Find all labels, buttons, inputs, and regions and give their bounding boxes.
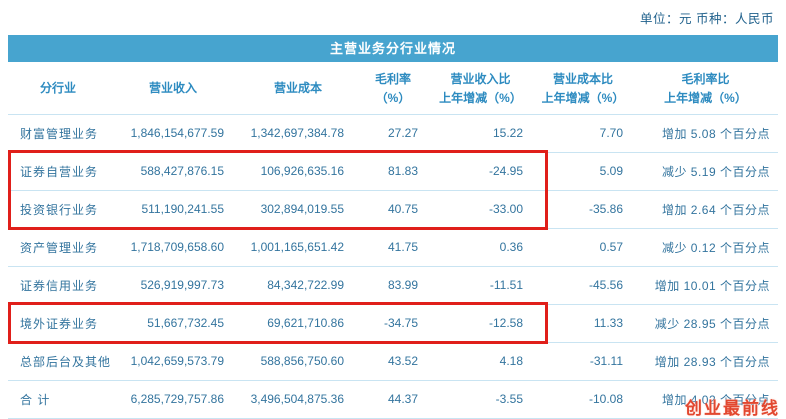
column-header: 营业成本比上年增减（%） <box>533 62 633 115</box>
cell-industry: 投资银行业务 <box>8 190 108 229</box>
cell-revenue: 51,667,732.45 <box>108 304 238 343</box>
table-row: 境外证券业务 51,667,732.45 69,621,710.86 -34.75 -1… <box>8 304 778 343</box>
cell-margin_change: 增加 5.08 个百分点 <box>633 114 778 153</box>
cell-margin_change: 减少 5.19 个百分点 <box>633 152 778 191</box>
column-header-label: 营业成本比 <box>552 71 613 86</box>
cell-revenue: 526,919,997.73 <box>108 266 238 305</box>
cell-margin: 27.27 <box>358 114 428 153</box>
cell-margin_change: 减少 28.95 个百分点 <box>633 304 778 343</box>
cell-cost_change: 0.57 <box>533 228 633 267</box>
table-row: 资产管理业务 1,718,709,658.60 1,001,165,651.42 41… <box>8 228 778 267</box>
cell-revenue: 588,427,876.15 <box>108 152 238 191</box>
cell-cost: 1,001,165,651.42 <box>238 228 358 267</box>
cell-cost: 1,342,697,384.78 <box>238 114 358 153</box>
cell-rev_change: 15.22 <box>428 114 533 153</box>
cell-rev_change: -12.58 <box>428 304 533 343</box>
column-header-label2: （%） <box>375 90 411 105</box>
cell-cost_change: 7.70 <box>533 114 633 153</box>
column-header-label2: 上年增减（%） <box>541 90 625 105</box>
cell-cost: 69,621,710.86 <box>238 304 358 343</box>
cell-rev_change: 4.18 <box>428 342 533 381</box>
column-header: 营业收入比上年增减（%） <box>428 62 533 115</box>
table-title: 主营业务分行业情况 <box>8 35 778 62</box>
cell-margin_change: 减少 0.12 个百分点 <box>633 228 778 267</box>
cell-cost: 3,496,504,875.36 <box>238 380 358 419</box>
cell-margin_change: 增加 10.01 个百分点 <box>633 266 778 305</box>
table-row: 投资银行业务 511,190,241.55 302,894,019.55 40.75-… <box>8 190 778 229</box>
column-header-label2: 上年增减（%） <box>439 90 522 105</box>
cell-margin: 40.75 <box>358 190 428 229</box>
cell-rev_change: -24.95 <box>428 152 533 191</box>
column-header: 分行业 <box>8 62 108 115</box>
cell-cost_change: -45.56 <box>533 266 633 305</box>
column-header-label: 毛利率 <box>374 71 411 86</box>
table-row: 财富管理业务 1,846,154,677.59 1,342,697,384.78 27… <box>8 114 778 153</box>
column-header-label: 营业收入 <box>148 81 197 96</box>
cell-rev_change: 0.36 <box>428 228 533 267</box>
cell-margin_change: 增加 28.93 个百分点 <box>633 342 778 381</box>
cell-margin: 41.75 <box>358 228 428 267</box>
cell-industry: 证券自营业务 <box>8 152 108 191</box>
cell-margin: 44.37 <box>358 380 428 419</box>
column-header-label: 营业成本 <box>273 81 322 96</box>
table-row: 总部后台及其他 1,042,659,573.79 588,856,750.60 43.… <box>8 342 778 381</box>
column-header: 营业收入 <box>108 62 238 115</box>
table-row: 证券自营业务 588,427,876.15 106,926,635.16 81.83-… <box>8 152 778 191</box>
cell-rev_change: -3.55 <box>428 380 533 419</box>
cell-cost: 106,926,635.16 <box>238 152 358 191</box>
unit-currency-label: 单位：元 币种：人民币 <box>640 8 774 27</box>
cell-revenue: 6,285,729,757.86 <box>108 380 238 419</box>
industry-table: 分行业 营业收入 营业成本 毛利率 （%） 营业收入比 上年增减（%） 营业成本比 上年增减（%… <box>8 62 778 419</box>
cell-margin: 83.99 <box>358 266 428 305</box>
cell-revenue: 1,042,659,573.79 <box>108 342 238 381</box>
unit-label: 单位：元 币种：人民币 <box>640 12 774 26</box>
table-container: 主营业务分行业情况 分行业 营业收入 营业成本 毛利率 （%） 营业收入比 上年增减（%）营… <box>8 35 778 419</box>
column-header-label: 营业收入比 <box>450 71 511 86</box>
table-row: 证券信用业务 526,919,997.73 84,342,722.99 83.99 -1… <box>8 266 778 305</box>
cell-margin_change: 增加 2.64 个百分点 <box>633 190 778 229</box>
cell-industry: 证券信用业务 <box>8 266 108 305</box>
cell-industry: 合 计 <box>8 380 108 419</box>
watermark: 创业最前线 <box>685 399 780 418</box>
cell-industry: 财富管理业务 <box>8 114 108 153</box>
cell-cost: 588,856,750.60 <box>238 342 358 381</box>
cell-cost_change: -35.86 <box>533 190 633 229</box>
cell-industry: 总部后台及其他 <box>8 342 110 381</box>
column-header-label2: 上年增减（%） <box>664 90 747 105</box>
cell-revenue: 511,190,241.55 <box>108 190 238 229</box>
table-header-row: 分行业 营业收入 营业成本 毛利率 （%） 营业收入比 上年增减（%） 营业成本比 上年增减（%… <box>8 62 778 115</box>
column-header-label: 毛利率比 <box>681 71 730 86</box>
cell-cost: 84,342,722.99 <box>238 266 358 305</box>
cell-revenue: 1,718,709,658.60 <box>108 228 238 267</box>
table-row: 合 计 6,285,729,757.86 3,496,504,875.36 44.37… <box>8 380 778 419</box>
column-header-label: 分行业 <box>39 81 76 96</box>
cell-cost_change: -31.11 <box>533 342 633 381</box>
column-header: 毛利率 （%） <box>358 62 428 115</box>
column-header: 营业成本 <box>238 62 358 115</box>
cell-margin: 81.83 <box>358 152 428 191</box>
column-header: 毛利率比上年增减（%） <box>633 62 778 115</box>
cell-cost_change: -10.08 <box>533 380 633 419</box>
cell-industry: 境外证券业务 <box>8 304 108 343</box>
cell-revenue: 1,846,154,677.59 <box>108 114 238 153</box>
cell-margin: -34.75 <box>358 304 428 343</box>
cell-rev_change: -33.00 <box>428 190 533 229</box>
cell-industry: 资产管理业务 <box>8 228 108 267</box>
cell-margin: 43.52 <box>358 342 428 381</box>
cell-margin_change: 增加 4.02 个百分点 <box>633 380 778 419</box>
cell-cost_change: 5.09 <box>533 152 633 191</box>
cell-rev_change: -11.51 <box>428 266 533 305</box>
cell-cost: 302,894,019.55 <box>238 190 358 229</box>
cell-cost_change: 11.33 <box>533 304 633 343</box>
